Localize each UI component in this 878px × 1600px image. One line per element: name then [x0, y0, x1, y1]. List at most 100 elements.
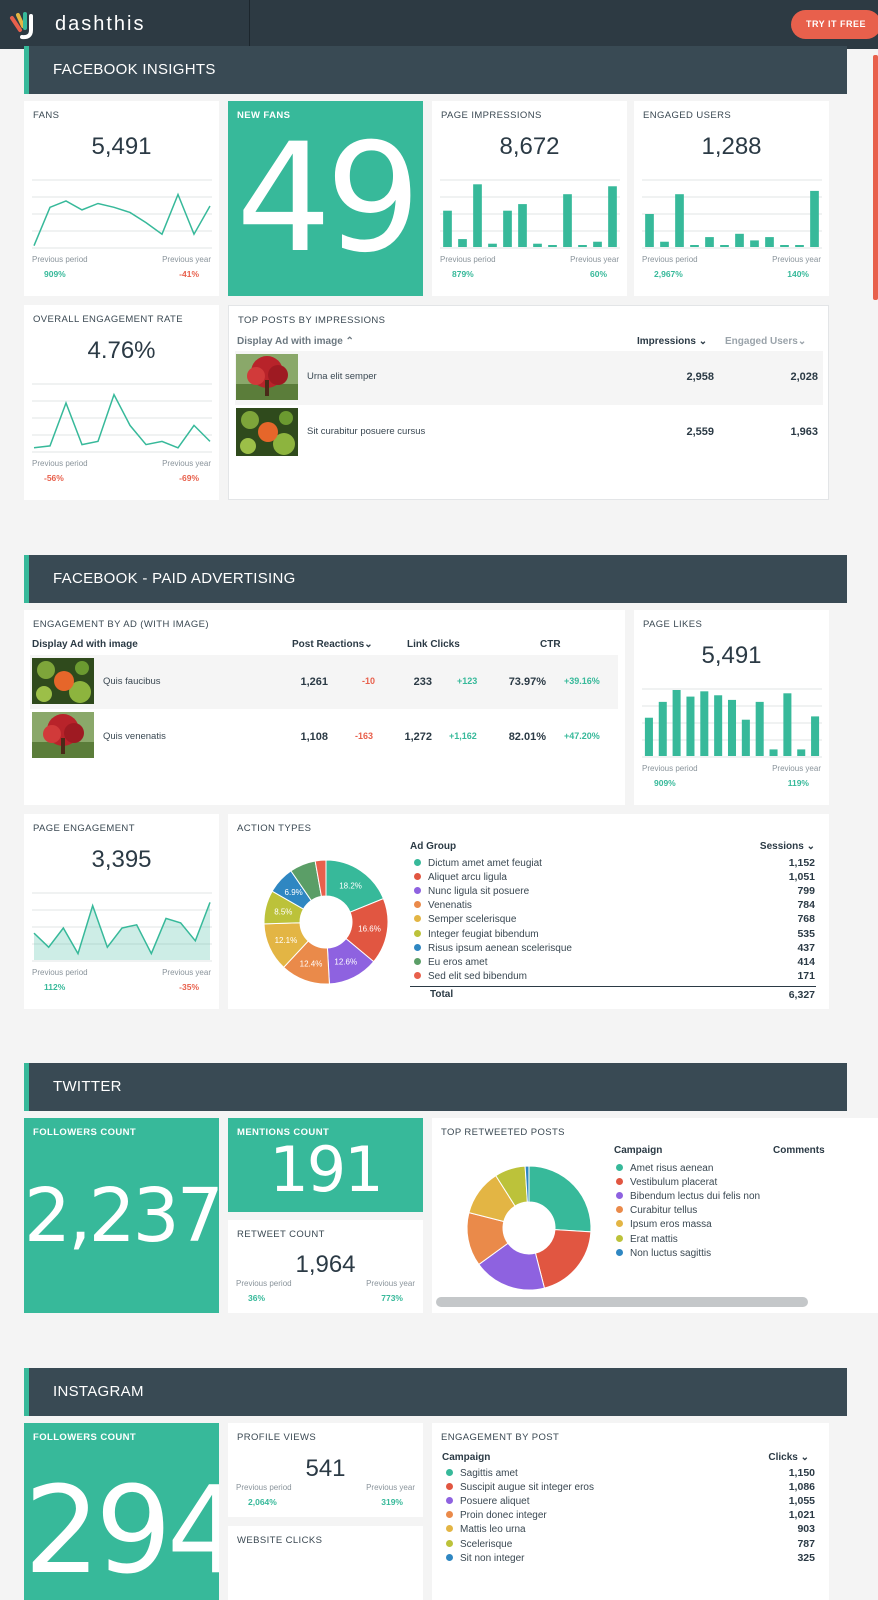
donut-slice[interactable]: [524, 1165, 530, 1203]
slice-percent-label: 12.1%: [275, 936, 298, 945]
chevron-down-icon: ⌄: [698, 336, 708, 347]
col-clicks-header[interactable]: Clicks ⌄: [768, 1452, 809, 1463]
legend-label: Erat mattis: [630, 1233, 678, 1245]
col-display-ad-header[interactable]: Display Ad with image: [32, 639, 138, 650]
ad-name: Quis venenatis: [103, 731, 166, 742]
top-retweeted-donut-chart: [466, 1165, 592, 1291]
page-likes-previous-period-change: 909%: [654, 778, 676, 788]
widget-title: ENGAGEMENT BY POST: [441, 1432, 560, 1443]
fans-line-chart: [32, 179, 212, 249]
donut-slice[interactable]: [314, 859, 327, 897]
bar: [533, 243, 542, 247]
legend-value: 171: [797, 969, 815, 982]
engagement-by-ad-widget: ENGAGEMENT BY AD (WITH IMAGE) Display Ad…: [24, 610, 625, 805]
ad-ctr-delta: +47.20%: [564, 731, 600, 741]
legend-label: Suscipit augue sit integer eros: [460, 1482, 594, 1494]
donut-slice[interactable]: [528, 1165, 592, 1233]
bar: [735, 233, 744, 247]
divider: [249, 0, 250, 49]
website-clicks-widget: WEBSITE CLICKS: [228, 1526, 423, 1600]
bar: [810, 190, 819, 247]
legend-item: Suscipit augue sit integer eros: [446, 1482, 594, 1493]
legend-item: Venenatis: [414, 900, 472, 911]
engagement-rate-previous-period-change: -56%: [44, 473, 64, 483]
previous-period-label: Previous period: [32, 459, 88, 468]
col-campaign-header[interactable]: Campaign: [442, 1452, 491, 1463]
engagement-by-post-widget: ENGAGEMENT BY POST Campaign Clicks ⌄ Sag…: [432, 1423, 829, 1600]
widget-title: ENGAGEMENT BY AD (WITH IMAGE): [33, 619, 209, 630]
dashthis-logo-icon: [10, 12, 33, 40]
widget-title: FANS: [33, 110, 60, 121]
legend-value: 325: [797, 1551, 815, 1564]
legend-label: Nunc ligula sit posuere: [428, 886, 530, 898]
post-engaged-users: 2,028: [790, 371, 818, 383]
legend-label: Posuere aliquet: [460, 1496, 530, 1508]
legend-dot-icon: [414, 943, 421, 951]
legend-item: Sagittis amet: [446, 1468, 518, 1479]
legend-item: Mattis leo urna: [446, 1524, 526, 1535]
col-ctr-header[interactable]: CTR: [540, 639, 561, 650]
col-ad-group-header[interactable]: Ad Group: [410, 841, 457, 852]
legend-item: Bibendum lectus dui felis non: [616, 1191, 760, 1202]
previous-period-label: Previous period: [440, 255, 496, 264]
bar: [750, 240, 759, 247]
horizontal-scrollbar[interactable]: [436, 1297, 808, 1307]
engagement-rate-previous-year-change: -69%: [179, 473, 199, 483]
page-engagement-widget: PAGE ENGAGEMENT 3,395 Previous period Pr…: [24, 814, 219, 1009]
top-posts-widget: TOP POSTS BY IMPRESSIONS Display Ad with…: [228, 305, 829, 500]
col-engaged-users-header[interactable]: Engaged Users⌄: [725, 336, 806, 347]
legend-label: Curabitur tellus: [630, 1205, 698, 1217]
col-post-reactions-header[interactable]: Post Reactions⌄: [292, 639, 373, 650]
previous-year-label: Previous year: [162, 459, 211, 468]
bar: [473, 184, 482, 247]
legend-item: Sed elit sed bibendum: [414, 971, 527, 982]
bar: [518, 204, 527, 247]
bar: [797, 749, 806, 756]
post-impressions: 2,559: [686, 426, 714, 438]
legend-dot-icon: [616, 1178, 623, 1186]
donut-slice[interactable]: [534, 1229, 592, 1289]
section-header-facebook-insights: FACEBOOK INSIGHTS: [24, 46, 847, 94]
bar: [765, 237, 774, 247]
ad-link-clicks-delta: +123: [457, 676, 478, 686]
col-sessions-header[interactable]: Sessions ⌄: [760, 841, 815, 852]
sort-up-icon: ⌃: [345, 336, 354, 347]
legend-dot-icon: [616, 1164, 623, 1171]
col-link-clicks-header[interactable]: Link Clicks: [407, 639, 460, 650]
section-header-twitter: TWITTER: [24, 1063, 847, 1111]
widget-title: PAGE IMPRESSIONS: [441, 110, 542, 121]
engagement-rate-value: 4.76%: [87, 337, 156, 364]
col-impressions-header[interactable]: Impressions ⌄: [637, 336, 707, 347]
col-label: Clicks: [768, 1452, 798, 1463]
legend-item: Non luctus sagittis: [616, 1248, 711, 1259]
table-row[interactable]: [235, 351, 823, 405]
legend-dot-icon: [616, 1234, 623, 1242]
engagement-rate-widget: OVERALL ENGAGEMENT RATE 4.76% Previous p…: [24, 305, 219, 500]
try-it-free-button[interactable]: TRY IT FREE: [791, 10, 878, 39]
post-name: Sit curabitur posuere cursus: [307, 426, 426, 437]
page-likes-widget: PAGE LIKES 5,491 Previous period Previou…: [634, 610, 829, 805]
widget-title: FOLLOWERS COUNT: [33, 1432, 137, 1443]
chevron-down-icon: ⌄: [364, 639, 373, 650]
scrollbar-thumb[interactable]: [873, 55, 878, 300]
mentions-count-widget: MENTIONS COUNT 191: [228, 1118, 423, 1212]
bar: [727, 699, 737, 756]
legend-value: 437: [797, 941, 815, 954]
slice-percent-label: 18.2%: [339, 881, 362, 890]
col-display-ad-header[interactable]: Display Ad with image ⌃: [237, 336, 354, 347]
bar: [644, 717, 653, 756]
page-engagement-area-chart: [32, 892, 212, 962]
table-row[interactable]: [30, 655, 618, 709]
legend-value: 535: [797, 927, 815, 940]
previous-year-label: Previous year: [772, 764, 821, 773]
followers-count-widget: FOLLOWERS COUNT 2,237: [24, 1118, 224, 1313]
legend-dot-icon: [414, 971, 421, 979]
engagement-rate-series-line: [33, 392, 211, 449]
col-comments-header[interactable]: Comments: [773, 1145, 825, 1156]
instagram-followers-value: 294: [24, 1462, 219, 1600]
page-engagement-previous-period-change: 112%: [44, 982, 66, 992]
ad-ctr: 82.01%: [508, 731, 546, 743]
slice-percent-label: 16.6%: [358, 925, 381, 934]
widget-title: MENTIONS COUNT: [237, 1127, 330, 1138]
col-campaign-header[interactable]: Campaign: [614, 1145, 663, 1156]
